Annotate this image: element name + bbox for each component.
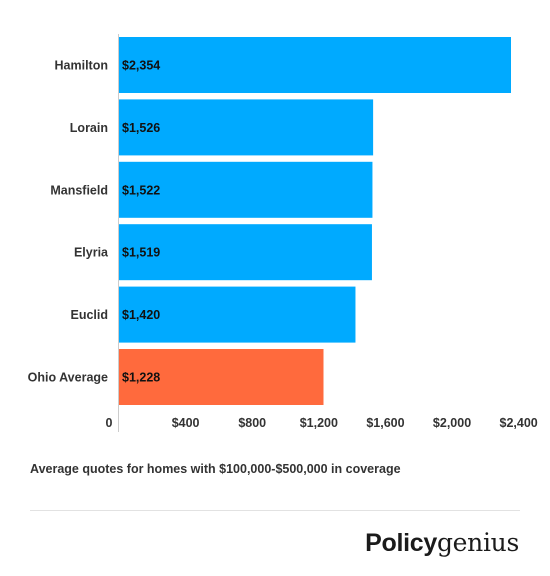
data-label-elyria: $1,519 — [122, 246, 160, 260]
data-label-ohio-average: $1,228 — [122, 371, 160, 385]
x-tick-1-600: $1,600 — [366, 416, 404, 430]
bar-elyria — [119, 224, 372, 281]
bar-mansfield — [119, 161, 373, 218]
x-tick-2-400: $2,400 — [500, 416, 538, 430]
policygenius-logo: Policygenius — [365, 528, 519, 558]
category-label-mansfield: Mansfield — [50, 183, 108, 197]
data-label-euclid: $1,420 — [122, 308, 160, 322]
logo-light-text: genius — [436, 528, 519, 557]
divider — [30, 510, 520, 511]
category-label-hamilton: Hamilton — [55, 59, 108, 73]
bar-ohio-average — [119, 349, 324, 405]
bar-hamilton — [119, 37, 512, 93]
bars: $2,354 $1,526 $1,522 $1,519 $1,420 $1,228 — [119, 37, 512, 405]
bar-lorain — [119, 99, 374, 156]
category-label-ohio-average: Ohio Average — [28, 371, 108, 385]
chart-caption: Average quotes for homes with $100,000-$… — [30, 462, 401, 476]
x-axis-ticks: 0 $400 $800 $1,200 $1,600 $2,000 $2,400 — [106, 416, 538, 430]
data-label-hamilton: $2,354 — [122, 59, 160, 73]
bar-chart: $2,354 $1,526 $1,522 $1,519 $1,420 $1,228 Ham… — [28, 34, 538, 432]
category-label-lorain: Lorain — [70, 121, 108, 135]
bar-euclid — [119, 286, 356, 343]
x-tick-0: 0 — [106, 416, 113, 430]
x-tick-800: $800 — [238, 416, 266, 430]
category-label-elyria: Elyria — [74, 246, 109, 260]
x-tick-2-000: $2,000 — [433, 416, 471, 430]
category-label-euclid: Euclid — [70, 308, 108, 322]
x-tick-1-200: $1,200 — [300, 416, 338, 430]
x-tick-400: $400 — [172, 416, 200, 430]
data-label-lorain: $1,526 — [122, 121, 160, 135]
category-labels: Hamilton Lorain Mansfield Elyria Euclid Ohio … — [28, 59, 109, 385]
data-label-mansfield: $1,522 — [122, 183, 160, 197]
logo-bold-text: Policy — [365, 529, 437, 557]
